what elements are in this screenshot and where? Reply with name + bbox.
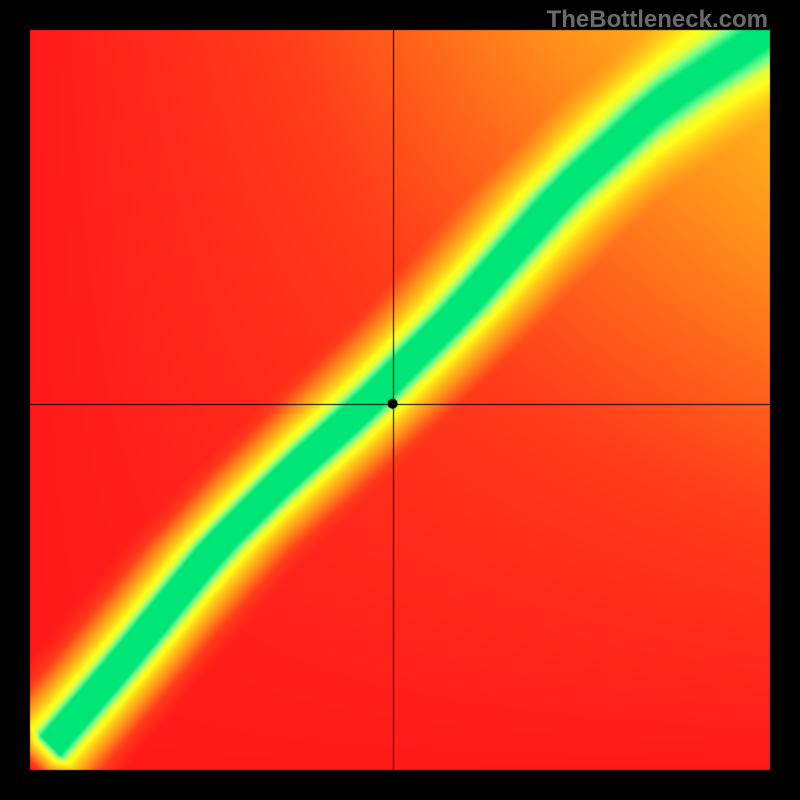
- watermark-text: TheBottleneck.com: [547, 6, 768, 34]
- heatmap-canvas: [0, 0, 800, 800]
- chart-container: TheBottleneck.com: [0, 0, 800, 800]
